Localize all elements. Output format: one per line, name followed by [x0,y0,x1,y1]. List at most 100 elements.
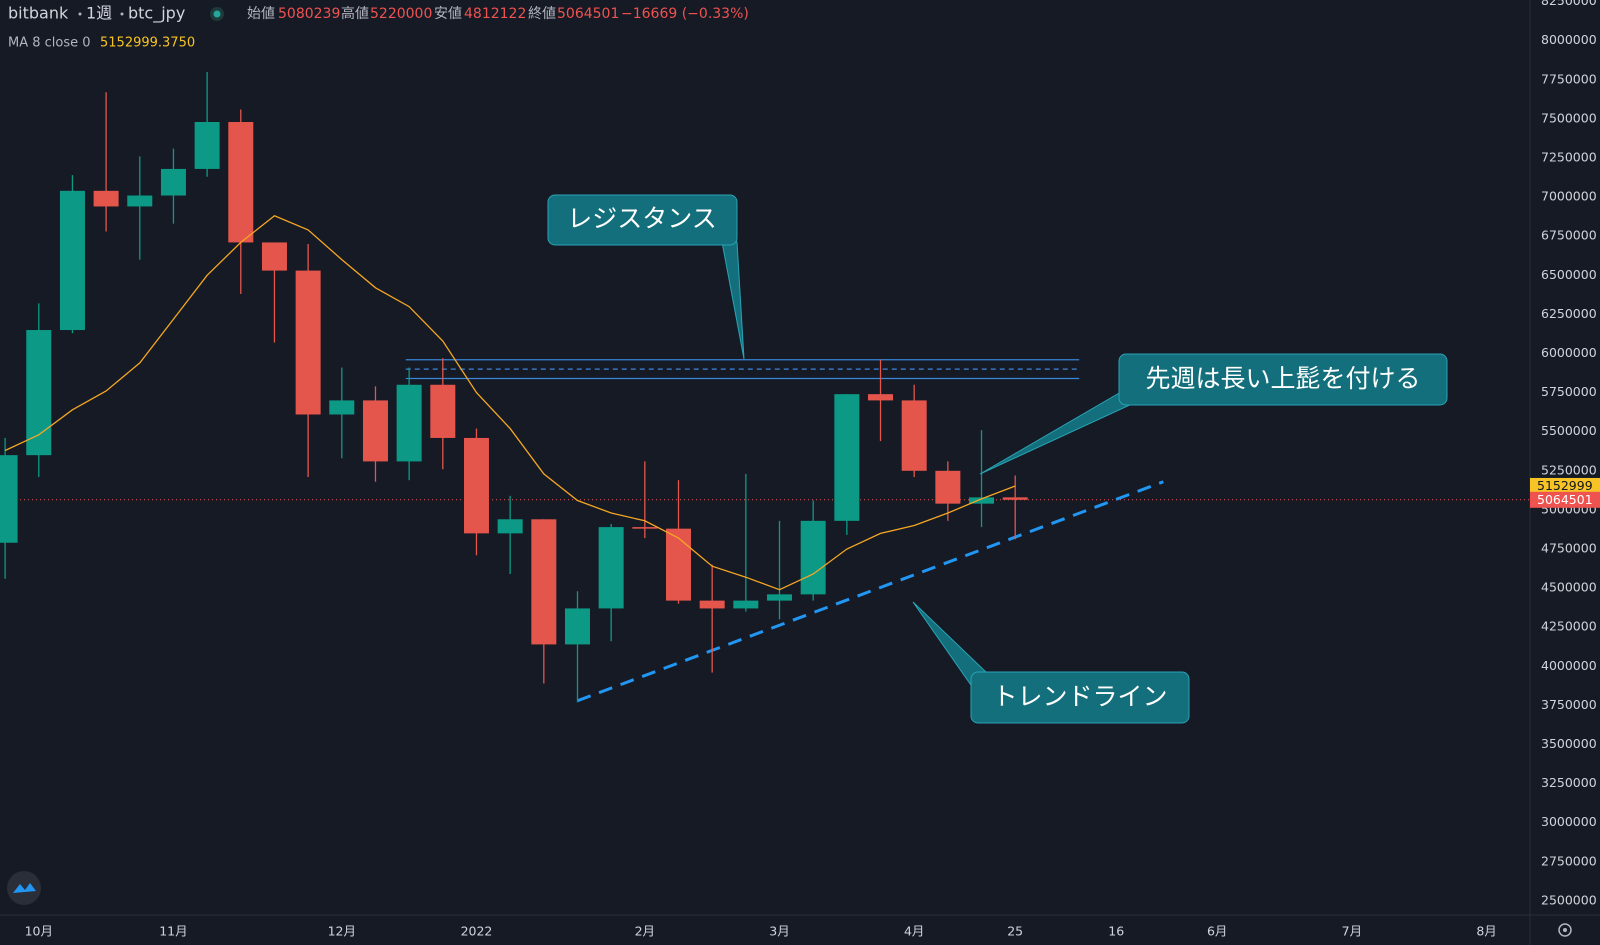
x-tick-label: 3月 [769,924,789,939]
interval: 1週 [86,4,112,23]
ma-name: MA 8 close 0 [8,36,91,51]
x-tick-label: 16 [1108,924,1124,939]
y-tick-label: 6250000 [1541,306,1597,321]
candle-body [396,384,422,462]
y-tick-label: 7500000 [1541,110,1597,125]
candle-body [1002,497,1028,500]
candle-body [463,437,489,534]
candle-body [59,190,85,331]
price-tag [1530,491,1600,508]
candle-body [598,527,624,609]
candle-body [666,528,691,601]
separator [120,12,124,16]
x-tick-label: 7月 [1342,924,1362,939]
x-tick-label: 2022 [461,924,493,939]
candle-body [531,519,557,645]
candle-body [430,384,456,438]
price-tag-label: 5064501 [1537,492,1593,507]
callout-note: 先週は長い上髭を付ける [979,353,1448,475]
candle-body [329,400,355,415]
y-tick-label: 4500000 [1541,580,1597,595]
y-tick-label: 8000000 [1541,32,1597,47]
candle-body [699,600,725,609]
symbol: btc_jpy [128,4,185,24]
candle-body [632,527,658,529]
candle-body [160,168,186,196]
candle-body [767,594,793,601]
logo-circle [7,871,41,905]
candle-body [969,497,995,504]
candle-body [194,122,220,169]
low-label: 安値 [434,6,462,22]
y-tick-label: 4750000 [1541,541,1597,556]
candle-body [564,608,590,645]
y-tick-label: 6500000 [1541,267,1597,282]
price-tag [1530,477,1600,494]
y-tick-label: 7250000 [1541,149,1597,164]
change: −16669 (−0.33%) [621,6,749,22]
plot-area [0,71,1530,703]
x-tick-label: 25 [1007,924,1023,939]
y-tick-label: 2500000 [1541,892,1597,907]
y-tick-label: 8250000 [1541,0,1597,8]
x-tick-label: 8月 [1476,924,1496,939]
open-label: 始値 [247,6,275,22]
candle-body [834,394,860,521]
x-tick-label: 11月 [159,924,187,939]
trendline [576,480,1164,703]
status-dot [213,10,221,18]
candle-body [901,400,927,471]
ma-line [4,215,1016,591]
y-tick-label: 5750000 [1541,384,1597,399]
callout-label: 先週は長い上髭を付ける [1145,364,1420,393]
y-tick-label: 7000000 [1541,189,1597,204]
gear-center [1563,928,1567,932]
candle-body [362,400,388,462]
y-tick-label: 6000000 [1541,345,1597,360]
logo-mark [13,883,36,893]
y-tick-label: 2750000 [1541,853,1597,868]
candle-body [261,242,287,271]
x-tick-label: 12月 [328,924,356,939]
close-label: 終値 [528,6,556,22]
x-tick-label: 2月 [635,924,655,939]
candle-body [800,520,826,595]
callout-trendline: トレンドライン [912,601,1190,724]
y-tick-label: 7750000 [1541,71,1597,86]
settings-icon[interactable] [1558,923,1572,937]
legend-header: bitbank 1週 btc_jpy 始値 5080239 高値 5220000… [8,4,749,51]
candle-body [295,270,321,415]
candle-body [733,600,759,609]
candle-body [497,519,523,534]
candle-body [228,122,254,243]
callout-box [1118,353,1448,406]
candle-body [26,330,52,456]
callout-resistance: レジスタンス [547,194,745,360]
separator [78,12,82,16]
candle-body [0,455,18,543]
y-tick-label: 3750000 [1541,697,1597,712]
open-value: 5080239 [278,6,340,22]
gear [1558,923,1572,937]
candle-body [93,190,119,207]
y-tick-label: 3500000 [1541,736,1597,751]
exchange: bitbank [8,4,69,23]
close-value: 5064501 [557,6,619,22]
y-tick-label: 3250000 [1541,775,1597,790]
y-tick-label: 4250000 [1541,619,1597,634]
callout-box [970,671,1190,724]
callout-label: トレンドライン [992,682,1167,711]
ma-value: 5152999.3750 [100,36,195,51]
x-tick-label: 6月 [1207,924,1227,939]
y-tick-label: 5500000 [1541,423,1597,438]
high-value: 5220000 [370,6,432,22]
y-tick-label: 3000000 [1541,814,1597,829]
y-tick-label: 6750000 [1541,228,1597,243]
logo[interactable] [7,871,41,905]
x-tick-label: 10月 [25,924,53,939]
low-value: 4812122 [464,6,526,22]
candle-body [868,394,894,401]
candle-body [935,470,961,504]
